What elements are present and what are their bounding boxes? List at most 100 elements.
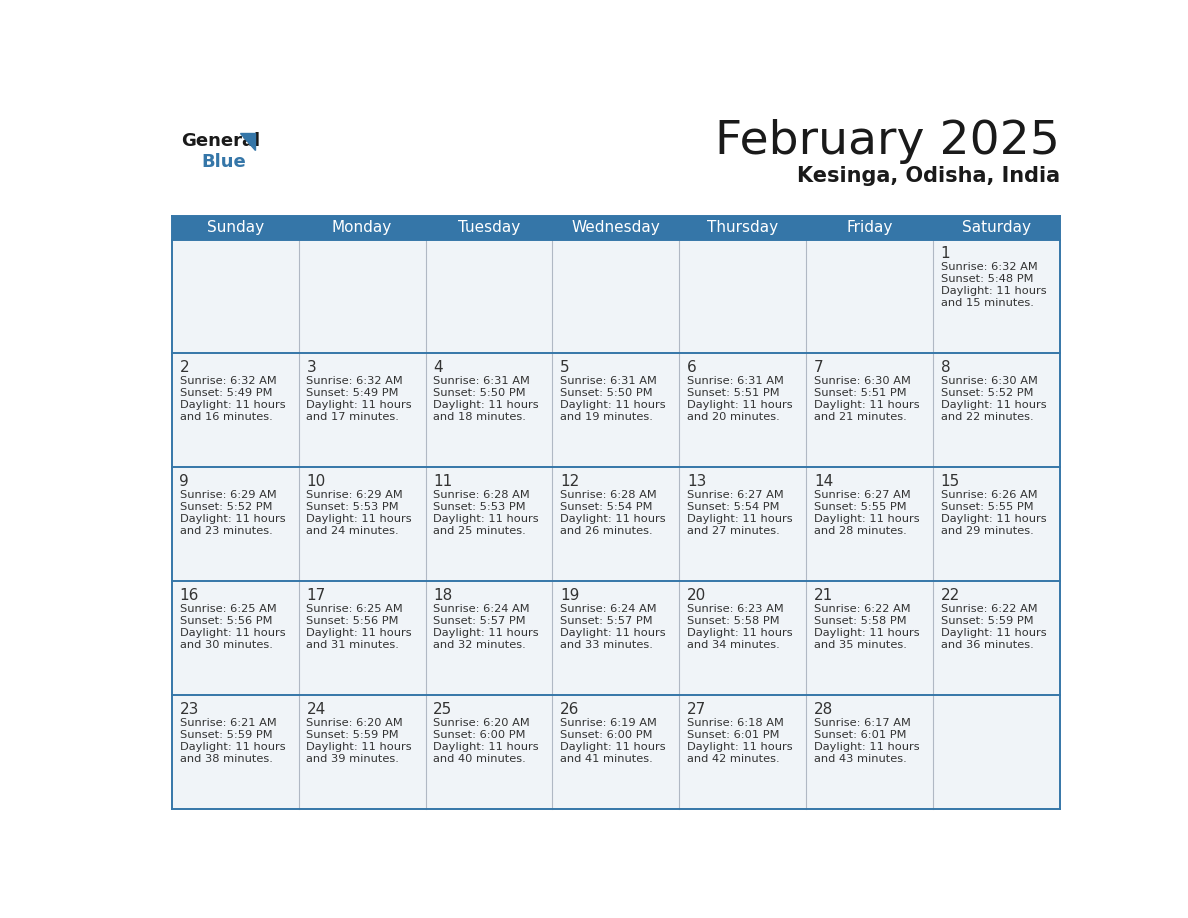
Polygon shape <box>240 133 255 151</box>
Bar <box>933 581 1060 695</box>
Text: and 26 minutes.: and 26 minutes. <box>560 526 652 536</box>
Text: Daylight: 11 hours: Daylight: 11 hours <box>560 628 665 638</box>
Text: Sunset: 6:00 PM: Sunset: 6:00 PM <box>560 730 652 740</box>
Bar <box>425 467 552 581</box>
Bar <box>680 353 807 467</box>
Text: Daylight: 11 hours: Daylight: 11 hours <box>434 400 539 410</box>
Text: Sunrise: 6:28 AM: Sunrise: 6:28 AM <box>434 490 530 499</box>
Text: Sunset: 5:49 PM: Sunset: 5:49 PM <box>179 388 272 398</box>
Text: Sunset: 5:54 PM: Sunset: 5:54 PM <box>687 502 779 512</box>
Bar <box>172 581 298 695</box>
Text: General: General <box>181 131 260 150</box>
Text: Daylight: 11 hours: Daylight: 11 hours <box>179 400 285 410</box>
Bar <box>552 695 680 810</box>
Text: Sunset: 5:59 PM: Sunset: 5:59 PM <box>941 616 1034 626</box>
Text: Sunrise: 6:31 AM: Sunrise: 6:31 AM <box>560 375 657 386</box>
Text: and 40 minutes.: and 40 minutes. <box>434 755 526 764</box>
Text: Daylight: 11 hours: Daylight: 11 hours <box>687 628 792 638</box>
Text: Sunset: 5:54 PM: Sunset: 5:54 PM <box>560 502 652 512</box>
Bar <box>425 695 552 810</box>
Text: Daylight: 11 hours: Daylight: 11 hours <box>560 514 665 524</box>
Text: Sunday: Sunday <box>207 220 264 236</box>
Text: Daylight: 11 hours: Daylight: 11 hours <box>814 400 920 410</box>
Text: Daylight: 11 hours: Daylight: 11 hours <box>941 628 1047 638</box>
Text: 8: 8 <box>941 361 950 375</box>
Bar <box>680 240 807 353</box>
Text: Daylight: 11 hours: Daylight: 11 hours <box>307 742 412 752</box>
Text: Daylight: 11 hours: Daylight: 11 hours <box>941 400 1047 410</box>
Text: and 38 minutes.: and 38 minutes. <box>179 755 272 764</box>
Text: and 18 minutes.: and 18 minutes. <box>434 412 526 422</box>
Bar <box>680 695 807 810</box>
Text: 4: 4 <box>434 361 443 375</box>
Bar <box>298 353 425 467</box>
Bar <box>552 240 680 353</box>
Text: and 42 minutes.: and 42 minutes. <box>687 755 779 764</box>
Text: Daylight: 11 hours: Daylight: 11 hours <box>434 742 539 752</box>
Text: Blue: Blue <box>201 152 246 171</box>
Text: Sunrise: 6:29 AM: Sunrise: 6:29 AM <box>307 490 403 499</box>
Text: Friday: Friday <box>846 220 892 236</box>
Text: Sunrise: 6:23 AM: Sunrise: 6:23 AM <box>687 604 784 614</box>
Text: Sunrise: 6:20 AM: Sunrise: 6:20 AM <box>307 718 403 728</box>
Text: Sunrise: 6:29 AM: Sunrise: 6:29 AM <box>179 490 277 499</box>
Text: Sunset: 5:51 PM: Sunset: 5:51 PM <box>814 388 906 398</box>
Text: and 20 minutes.: and 20 minutes. <box>687 412 779 422</box>
Bar <box>425 581 552 695</box>
Text: 25: 25 <box>434 702 453 717</box>
Bar <box>933 695 1060 810</box>
Text: Sunrise: 6:30 AM: Sunrise: 6:30 AM <box>814 375 911 386</box>
Text: Kesinga, Odisha, India: Kesinga, Odisha, India <box>797 165 1060 185</box>
Text: Daylight: 11 hours: Daylight: 11 hours <box>814 628 920 638</box>
Text: and 24 minutes.: and 24 minutes. <box>307 526 399 536</box>
Bar <box>552 581 680 695</box>
Text: Sunrise: 6:24 AM: Sunrise: 6:24 AM <box>560 604 657 614</box>
Text: Sunrise: 6:26 AM: Sunrise: 6:26 AM <box>941 490 1037 499</box>
Text: Daylight: 11 hours: Daylight: 11 hours <box>560 400 665 410</box>
Text: and 17 minutes.: and 17 minutes. <box>307 412 399 422</box>
Bar <box>807 467 933 581</box>
Text: Sunrise: 6:32 AM: Sunrise: 6:32 AM <box>179 375 277 386</box>
Text: Sunrise: 6:32 AM: Sunrise: 6:32 AM <box>941 262 1037 272</box>
Text: and 25 minutes.: and 25 minutes. <box>434 526 526 536</box>
Text: 17: 17 <box>307 588 326 603</box>
Text: 9: 9 <box>179 475 189 489</box>
Text: Daylight: 11 hours: Daylight: 11 hours <box>434 514 539 524</box>
Text: 6: 6 <box>687 361 697 375</box>
Text: and 41 minutes.: and 41 minutes. <box>560 755 653 764</box>
Text: Sunset: 5:57 PM: Sunset: 5:57 PM <box>560 616 652 626</box>
Bar <box>933 240 1060 353</box>
Bar <box>298 240 425 353</box>
Text: Sunrise: 6:19 AM: Sunrise: 6:19 AM <box>560 718 657 728</box>
Text: and 22 minutes.: and 22 minutes. <box>941 412 1034 422</box>
Bar <box>298 695 425 810</box>
Text: 5: 5 <box>560 361 570 375</box>
Text: Sunset: 5:51 PM: Sunset: 5:51 PM <box>687 388 779 398</box>
Text: Sunset: 5:52 PM: Sunset: 5:52 PM <box>179 502 272 512</box>
Text: Daylight: 11 hours: Daylight: 11 hours <box>814 742 920 752</box>
Text: 11: 11 <box>434 475 453 489</box>
Text: and 27 minutes.: and 27 minutes. <box>687 526 779 536</box>
Bar <box>807 240 933 353</box>
Text: Sunrise: 6:27 AM: Sunrise: 6:27 AM <box>814 490 911 499</box>
Text: Daylight: 11 hours: Daylight: 11 hours <box>434 628 539 638</box>
Text: 15: 15 <box>941 475 960 489</box>
Text: Daylight: 11 hours: Daylight: 11 hours <box>687 400 792 410</box>
Text: Sunrise: 6:32 AM: Sunrise: 6:32 AM <box>307 375 403 386</box>
Text: 19: 19 <box>560 588 580 603</box>
Text: Sunrise: 6:28 AM: Sunrise: 6:28 AM <box>560 490 657 499</box>
Text: Sunset: 5:56 PM: Sunset: 5:56 PM <box>307 616 399 626</box>
Text: 14: 14 <box>814 475 833 489</box>
Text: Sunset: 6:01 PM: Sunset: 6:01 PM <box>814 730 906 740</box>
Text: and 31 minutes.: and 31 minutes. <box>307 640 399 650</box>
Text: Sunset: 6:01 PM: Sunset: 6:01 PM <box>687 730 779 740</box>
Text: Sunrise: 6:17 AM: Sunrise: 6:17 AM <box>814 718 911 728</box>
Text: Daylight: 11 hours: Daylight: 11 hours <box>687 514 792 524</box>
Bar <box>172 467 298 581</box>
Bar <box>552 353 680 467</box>
Text: 3: 3 <box>307 361 316 375</box>
Text: Tuesday: Tuesday <box>457 220 520 236</box>
Text: Daylight: 11 hours: Daylight: 11 hours <box>814 514 920 524</box>
Text: 2: 2 <box>179 361 189 375</box>
Bar <box>425 240 552 353</box>
